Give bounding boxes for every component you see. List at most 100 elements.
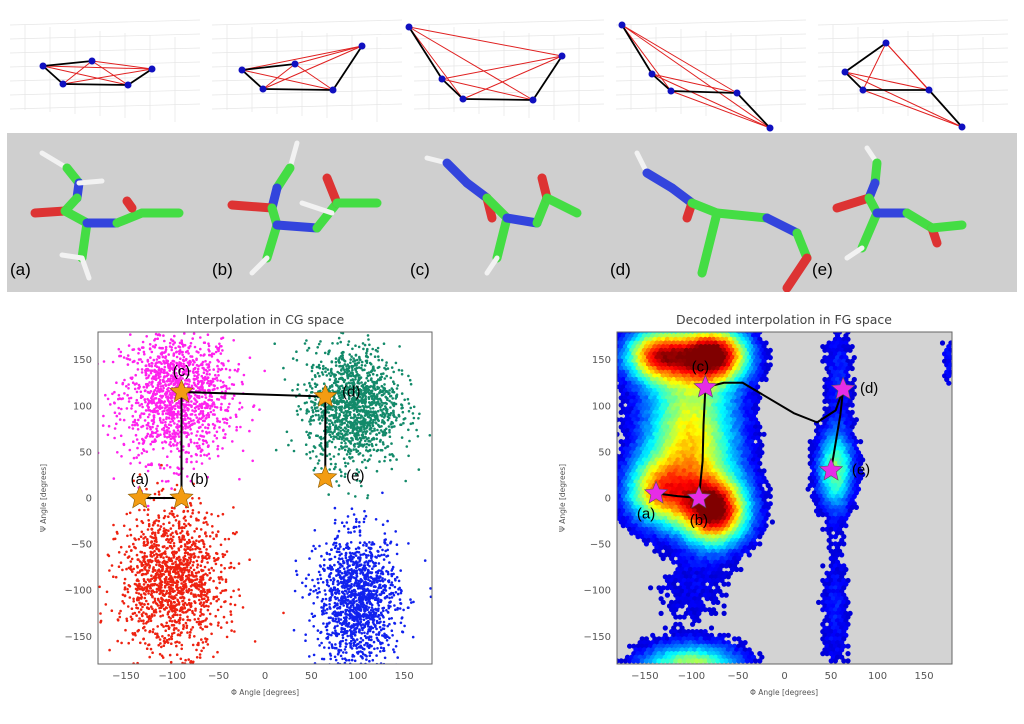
data-point: [358, 707, 361, 710]
data-point: [336, 624, 339, 628]
fg-x-axis-label: Φ Angle [degrees]: [750, 688, 818, 697]
data-point: [199, 354, 203, 357]
data-point: [161, 656, 165, 659]
data-point: [385, 374, 389, 378]
data-point: [145, 647, 149, 650]
data-point: [217, 374, 220, 377]
data-point: [134, 401, 138, 405]
data-point: [358, 479, 362, 483]
data-point: [273, 342, 277, 346]
data-point: [161, 412, 165, 416]
data-point: [160, 564, 164, 568]
data-point: [142, 619, 145, 622]
bond-stick: [249, 255, 270, 276]
data-point: [172, 359, 175, 363]
data-point: [321, 367, 325, 371]
data-point: [205, 520, 208, 524]
data-point: [333, 428, 337, 431]
data-point: [369, 440, 372, 443]
data-point: [157, 514, 160, 517]
data-point: [354, 368, 358, 372]
data-point: [390, 401, 393, 404]
data-point: [184, 524, 188, 528]
data-point: [198, 444, 201, 448]
data-point: [123, 577, 127, 581]
data-point: [341, 354, 345, 357]
data-point: [156, 481, 159, 485]
data-point: [227, 406, 230, 409]
bond-stick: [442, 158, 472, 188]
data-point: [146, 602, 150, 606]
data-point: [138, 404, 141, 407]
data-point: [155, 519, 158, 522]
data-point: [347, 658, 351, 662]
data-point: [169, 403, 172, 406]
data-point: [150, 577, 154, 581]
data-point: [354, 354, 358, 357]
data-point: [169, 366, 172, 370]
data-point: [210, 566, 213, 570]
data-point: [337, 400, 341, 404]
data-point: [183, 515, 187, 519]
data-point: [176, 588, 179, 591]
bond-stick: [502, 213, 542, 228]
data-point: [248, 429, 251, 433]
data-point: [389, 324, 392, 327]
data-point: [355, 517, 358, 521]
data-point: [344, 401, 347, 405]
data-point: [184, 545, 187, 548]
data-point: [403, 398, 407, 402]
data-point: [390, 629, 394, 632]
data-point: [322, 448, 325, 452]
data-point: [251, 459, 254, 463]
data-point: [319, 340, 322, 343]
data-point: [159, 466, 162, 470]
data-point: [160, 534, 164, 538]
data-point: [328, 422, 331, 426]
data-point: [200, 580, 203, 584]
data-point: [169, 377, 172, 380]
data-point: [193, 441, 196, 445]
data-point: [336, 342, 339, 345]
data-point: [219, 406, 223, 409]
data-point: [187, 352, 190, 355]
data-point: [167, 634, 170, 637]
data-point: [233, 603, 237, 607]
data-point: [151, 392, 155, 396]
data-point: [228, 368, 232, 372]
data-point: [360, 366, 363, 370]
data-point: [221, 417, 225, 421]
data-point: [388, 636, 391, 640]
data-point: [230, 629, 233, 632]
data-point: [347, 386, 351, 390]
data-point: [238, 477, 241, 481]
data-point: [154, 569, 157, 572]
data-point: [175, 620, 178, 624]
data-point: [310, 390, 314, 394]
bond-stick: [782, 253, 812, 293]
data-point: [341, 394, 344, 397]
data-point: [189, 668, 192, 671]
data-point: [320, 419, 324, 422]
data-point: [158, 564, 161, 567]
data-point: [305, 339, 308, 342]
data-point: [357, 408, 360, 412]
data-point: [150, 540, 153, 543]
data-point: [147, 384, 150, 387]
data-point: [199, 336, 202, 339]
data-point: [358, 443, 361, 446]
data-point: [329, 419, 332, 422]
data-point: [195, 620, 199, 624]
data-point: [167, 389, 170, 393]
data-point: [211, 380, 215, 383]
data-point: [177, 527, 181, 530]
data-point: [332, 416, 336, 420]
data-point: [175, 653, 179, 656]
data-point: [147, 363, 151, 366]
data-point: [164, 308, 167, 311]
data-point: [235, 531, 238, 534]
data-point: [167, 558, 171, 562]
data-point: [153, 597, 157, 601]
data-point: [388, 413, 392, 417]
data-point: [388, 428, 391, 432]
